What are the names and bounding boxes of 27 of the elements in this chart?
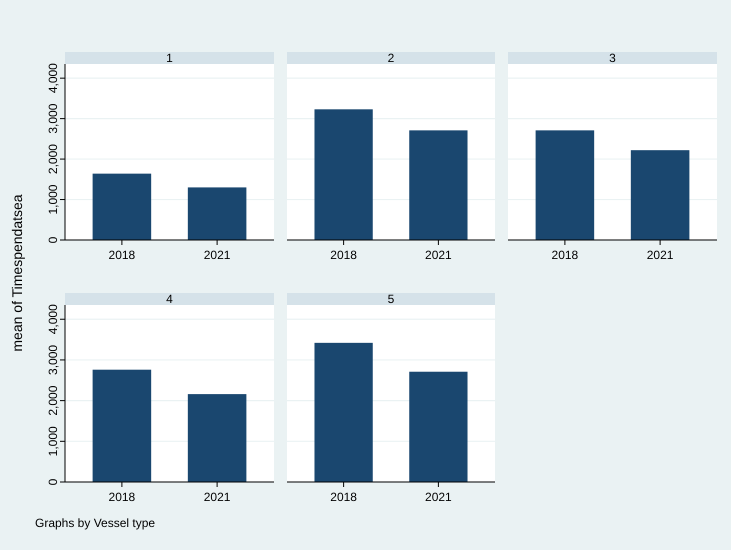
chart-title: 4 [166, 292, 174, 306]
chart-title: 3 [609, 51, 616, 65]
y-tick-label: 1,000 [46, 426, 60, 456]
x-tick-label: 2018 [108, 490, 136, 504]
x-tick-label: 2018 [552, 248, 579, 262]
x-tick-label: 2018 [330, 490, 358, 504]
y-tick-label: 0 [46, 478, 60, 486]
y-tick-label: 2,000 [46, 144, 60, 174]
chart-title: 1 [166, 51, 174, 65]
x-tick-label: 2021 [646, 248, 674, 262]
chart-title: 2 [388, 51, 395, 65]
x-tick-label: 2021 [425, 248, 452, 262]
chart-title: 5 [388, 292, 395, 306]
y-axis-title: mean of Timespendatsea [9, 194, 25, 352]
y-tick-label: 1,000 [46, 184, 60, 215]
y-tick-label: 3,000 [46, 103, 60, 134]
x-tick-label: 2021 [204, 490, 231, 504]
text: Graphs by Vessel type [35, 516, 156, 530]
y-tick-label: 4,000 [46, 62, 60, 94]
y-tick-label: 4,000 [46, 304, 60, 334]
y-tick-label: 2,000 [46, 385, 60, 416]
x-tick-label: 2018 [330, 248, 358, 262]
y-tick-label: 0 [46, 236, 60, 244]
x-tick-label: 2021 [425, 490, 452, 504]
x-tick-label: 2021 [204, 248, 231, 262]
x-tick-label: 2018 [108, 248, 136, 262]
y-tick-label: 3,000 [46, 344, 60, 375]
